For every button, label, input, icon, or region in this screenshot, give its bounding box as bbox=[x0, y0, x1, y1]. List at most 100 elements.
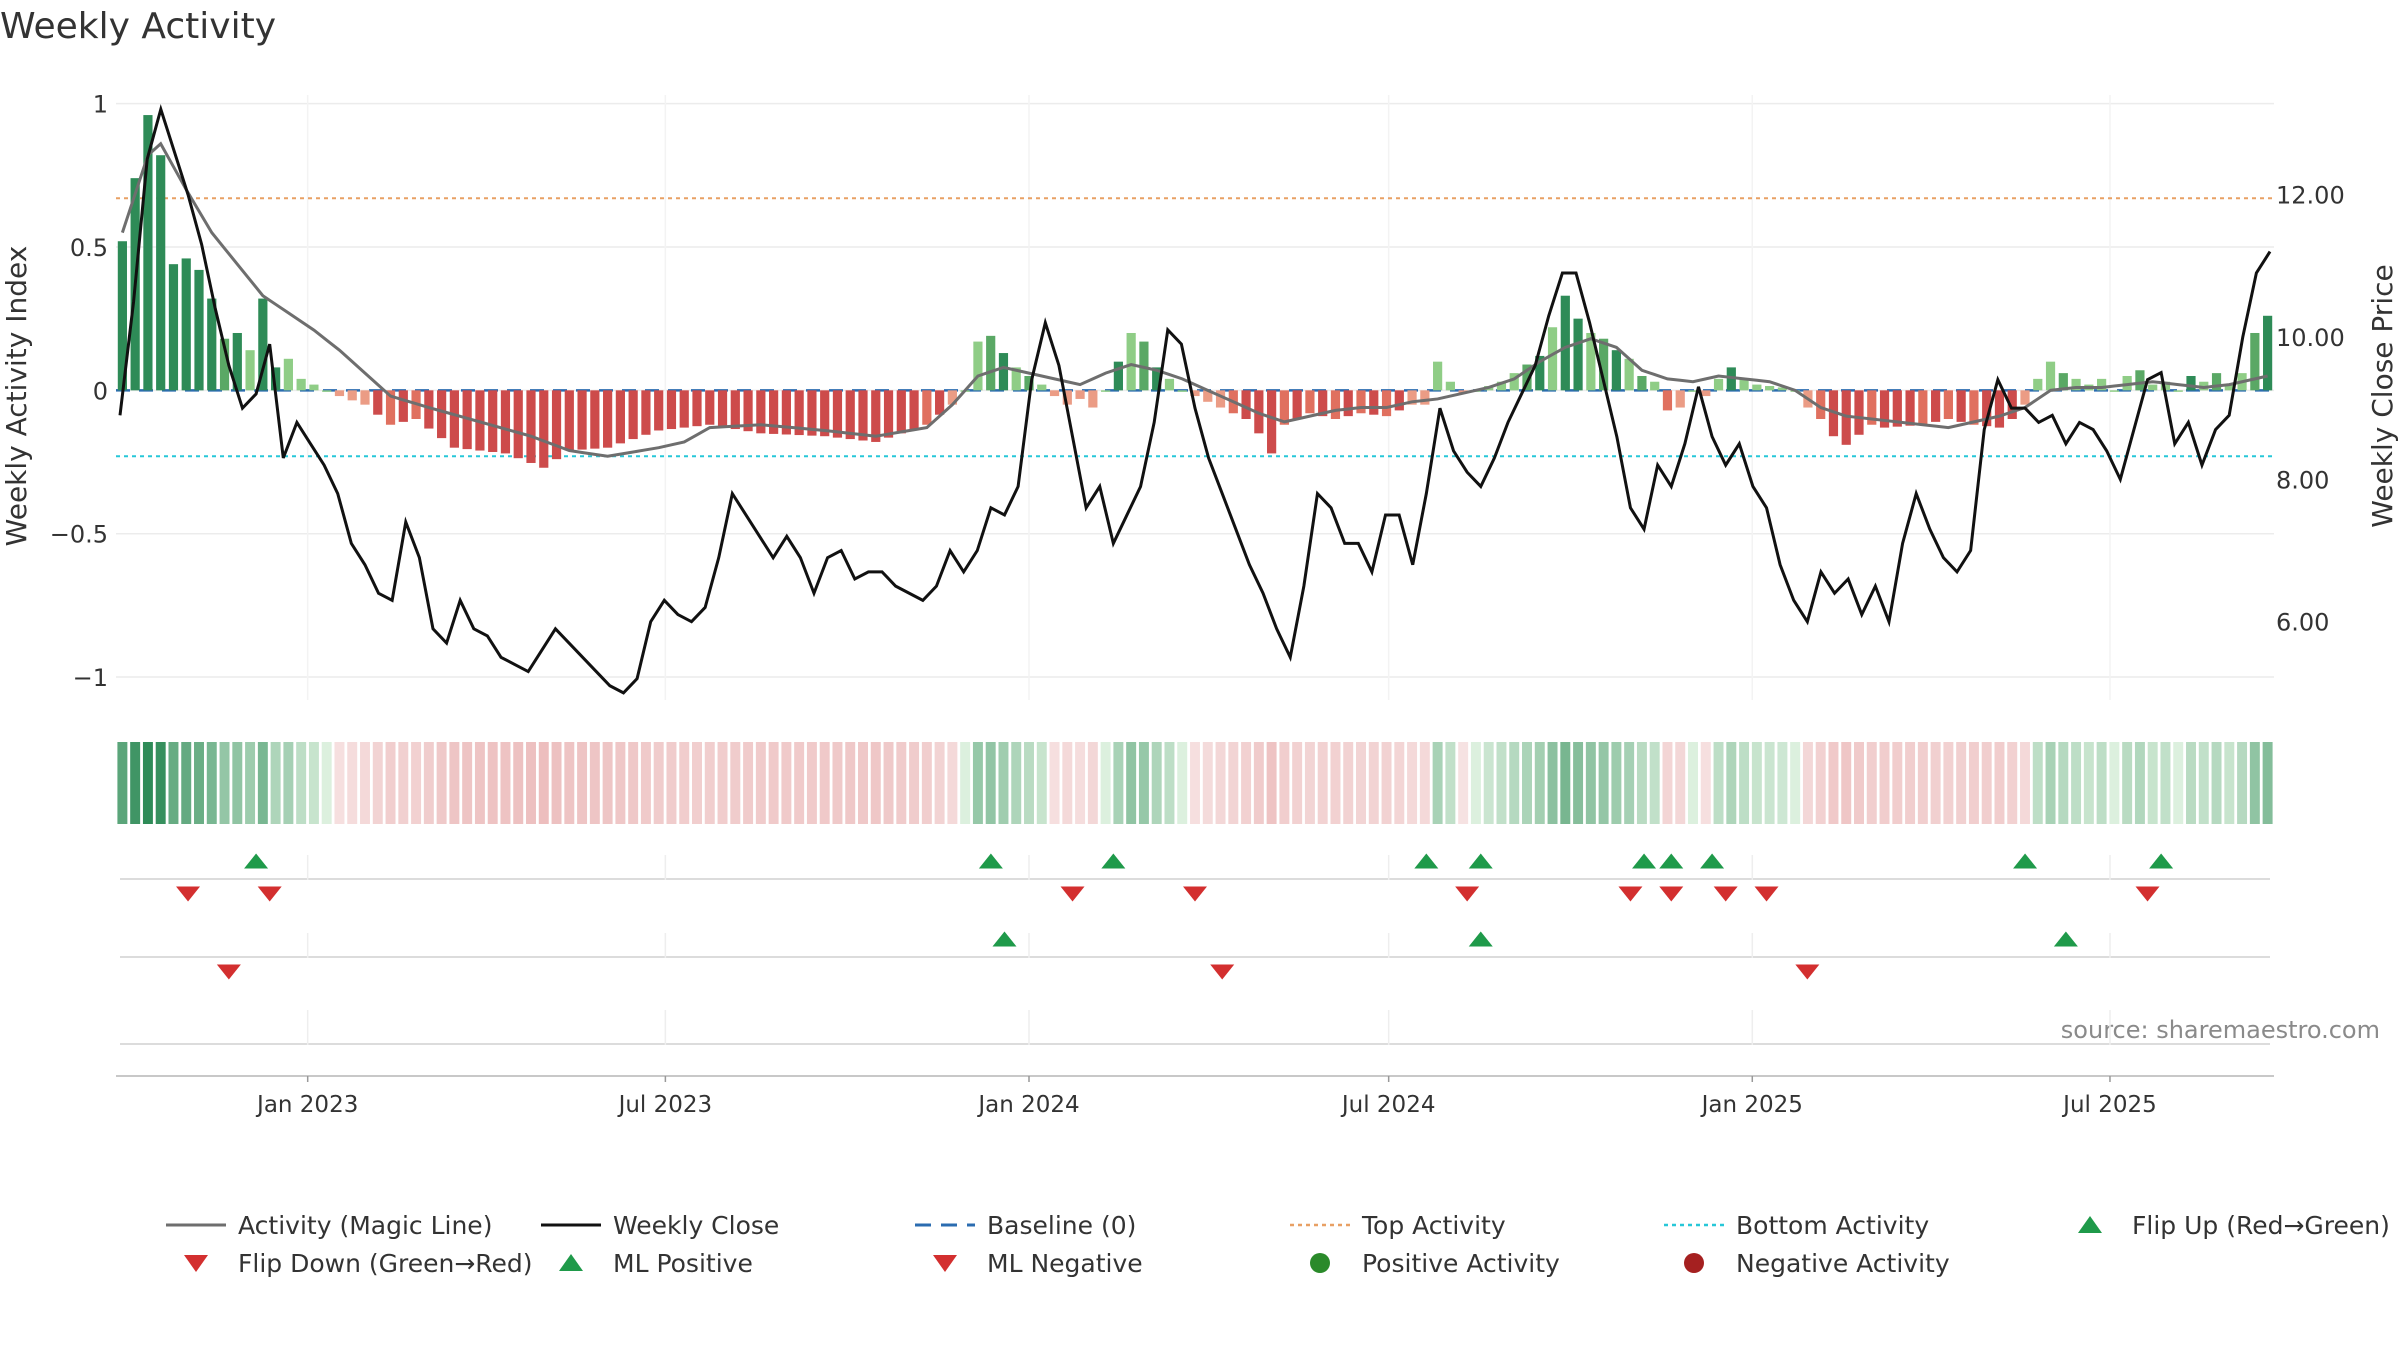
strip-cell bbox=[679, 742, 690, 824]
legend-swatch bbox=[1310, 1253, 1330, 1273]
strip-cell bbox=[1496, 742, 1507, 824]
activity-bar bbox=[1892, 390, 1902, 427]
strip-cell bbox=[934, 742, 945, 824]
activity-bar bbox=[2045, 361, 2056, 391]
strip-cell bbox=[1049, 742, 1060, 824]
activity-bar bbox=[1496, 381, 1507, 391]
flip-up-marker bbox=[1468, 853, 1493, 869]
weekly-close-line bbox=[118, 103, 2272, 695]
magic-line bbox=[120, 141, 2268, 458]
activity-bar bbox=[679, 390, 689, 428]
strip-cell bbox=[1624, 742, 1635, 824]
activity-bar bbox=[1152, 367, 1162, 391]
strip-cell bbox=[1190, 742, 1200, 824]
strip-cell bbox=[1777, 742, 1788, 824]
activity-bar bbox=[1535, 355, 1545, 391]
flip-up-marker bbox=[244, 853, 269, 869]
strip-cell bbox=[347, 742, 358, 824]
legend-label: ML Negative bbox=[987, 1249, 1143, 1278]
activity-bar bbox=[1330, 390, 1341, 420]
strip-cell bbox=[487, 742, 498, 824]
strip-cell bbox=[1802, 742, 1813, 824]
strip-cell bbox=[1688, 742, 1698, 824]
strip-cell bbox=[551, 742, 562, 824]
strip-cell bbox=[1828, 742, 1839, 824]
strip-cell bbox=[909, 742, 920, 824]
activity-bar bbox=[1599, 338, 1609, 391]
strip-cell bbox=[640, 742, 651, 824]
flip-up-marker bbox=[1101, 853, 1126, 869]
strip-cell bbox=[283, 742, 294, 824]
strip-cell bbox=[1394, 742, 1405, 824]
strip-cell bbox=[1522, 742, 1532, 824]
strip-cell bbox=[1905, 742, 1916, 824]
activity-bar bbox=[1203, 390, 1213, 402]
activity-bar bbox=[539, 390, 549, 468]
strip-cell bbox=[921, 742, 932, 824]
activity-bar bbox=[1394, 390, 1404, 411]
strip-cell bbox=[1470, 742, 1481, 824]
y-axis-ticks: 1 0.5 0 −0.5 −1 12.00 10.00 8.00 6.00 bbox=[50, 91, 2345, 692]
strip-cell bbox=[117, 742, 128, 824]
strip-cell bbox=[947, 742, 958, 824]
activity-bar bbox=[1650, 381, 1660, 391]
strip-cell bbox=[2020, 742, 2030, 824]
ml-negative-marker bbox=[216, 964, 241, 980]
strip-cell bbox=[1636, 742, 1647, 824]
activity-bar bbox=[1905, 390, 1915, 426]
strip-cell bbox=[1662, 742, 1673, 824]
strip-cell bbox=[1751, 742, 1762, 824]
activity-bar bbox=[820, 390, 830, 437]
activity-bar bbox=[2173, 390, 2183, 392]
activity-bar bbox=[1407, 390, 1417, 405]
y-tick-right: 12.00 bbox=[2276, 182, 2345, 210]
strip-cell bbox=[1943, 742, 1954, 824]
activity-bar bbox=[207, 298, 217, 391]
strip-cell bbox=[1611, 742, 1622, 824]
activity-bar bbox=[1292, 390, 1302, 420]
ml-negative-marker bbox=[1210, 964, 1235, 980]
legend-label: Weekly Close bbox=[613, 1211, 779, 1240]
strip-cell bbox=[1700, 742, 1711, 824]
legend-swatch bbox=[559, 1254, 583, 1271]
strip-cell bbox=[538, 742, 549, 824]
legend-label: Baseline (0) bbox=[987, 1211, 1136, 1240]
activity-bar bbox=[1560, 295, 1570, 391]
activity-bar bbox=[1381, 390, 1392, 417]
strip-cell bbox=[1317, 742, 1328, 824]
strip-cell bbox=[500, 742, 511, 824]
activity-bar bbox=[1088, 390, 1098, 408]
activity-bar bbox=[500, 390, 511, 454]
strip-cell bbox=[806, 742, 817, 824]
activity-bar bbox=[181, 258, 191, 391]
strip-cell bbox=[1266, 742, 1277, 824]
activity-bar bbox=[577, 390, 587, 450]
ml-positive-marker bbox=[992, 931, 1017, 947]
activity-bar bbox=[1573, 318, 1583, 391]
strip-cell bbox=[2032, 742, 2043, 824]
strip-cell bbox=[1036, 742, 1047, 824]
legend-label: Flip Down (Green→Red) bbox=[238, 1249, 533, 1278]
strip-cell bbox=[1419, 742, 1430, 824]
strip-cell bbox=[870, 742, 881, 824]
strip-cell bbox=[321, 742, 332, 824]
strip-cell bbox=[1087, 742, 1098, 824]
activity-bar bbox=[1918, 390, 1928, 425]
strip-cell bbox=[730, 742, 741, 824]
strip-cell bbox=[1228, 742, 1239, 824]
activity-bar bbox=[1164, 378, 1175, 391]
strip-cell bbox=[972, 742, 983, 824]
strip-cell bbox=[845, 742, 856, 824]
strip-cell bbox=[270, 742, 281, 824]
strip-cell bbox=[896, 742, 907, 824]
strip-cell bbox=[334, 742, 345, 824]
activity-bar bbox=[1765, 386, 1775, 391]
activity-bar bbox=[986, 335, 996, 391]
strip-cell bbox=[628, 742, 639, 824]
activity-bar bbox=[1586, 332, 1596, 391]
strip-cell bbox=[2262, 742, 2273, 824]
activity-bar bbox=[245, 350, 255, 391]
strip-cell bbox=[1011, 742, 1022, 824]
activity-bar bbox=[1816, 390, 1826, 420]
